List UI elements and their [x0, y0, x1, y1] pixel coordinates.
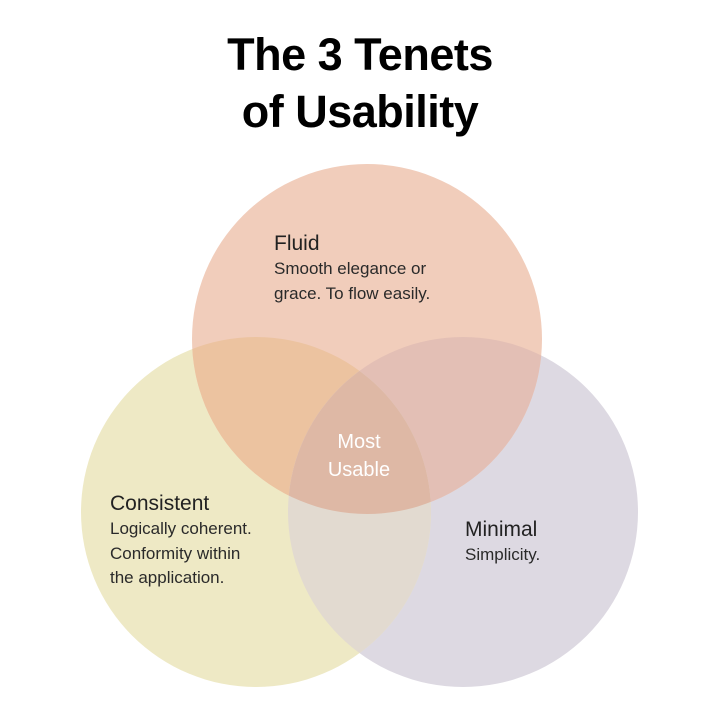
consistent-label: Consistent Logically coherent. Conformit…	[110, 491, 252, 591]
minimal-label: Minimal Simplicity.	[465, 517, 540, 568]
minimal-name: Minimal	[465, 518, 538, 541]
fluid-description-line-2: grace. To flow easily.	[274, 283, 431, 303]
consistent-description-line-3: the application.	[110, 568, 225, 587]
center-overlap	[288, 337, 431, 514]
fluid-description-line-1: Smooth elegance or	[274, 259, 427, 278]
center-label-line-1: Most	[337, 431, 381, 453]
center-label-line-2: Usable	[327, 459, 391, 481]
title-line-2: of Usability	[241, 86, 479, 137]
consistent-description-line-1: Logically coherent.	[110, 519, 252, 538]
fluid-name: Fluid	[274, 232, 320, 255]
consistent-name: Consistent	[110, 492, 210, 515]
consistent-description-line-2: Conformity within	[110, 543, 241, 563]
title-line-1: The 3 Tenets	[227, 29, 493, 80]
center-label: Most Usable	[300, 428, 418, 484]
fluid-label: Fluid Smooth elegance or grace. To flow …	[274, 231, 430, 306]
minimal-description-line-1: Simplicity.	[465, 545, 541, 564]
diagram-title: The 3 Tenets of Usability	[0, 26, 720, 140]
